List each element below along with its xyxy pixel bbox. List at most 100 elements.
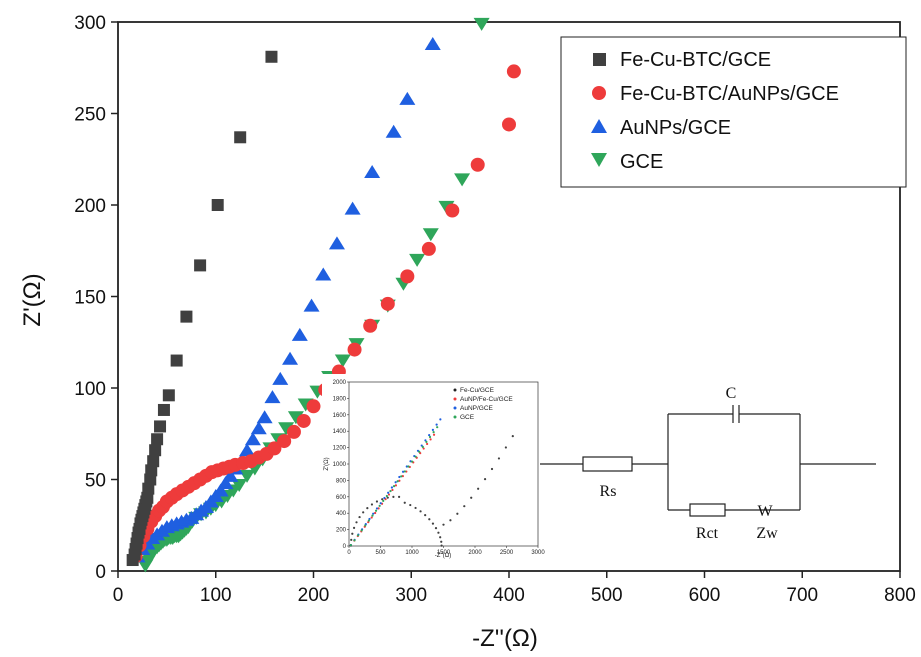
data-point: [399, 91, 416, 105]
inset-data-point: [470, 496, 473, 499]
y-tick-label: 0: [95, 562, 106, 583]
data-point: [306, 399, 321, 414]
data-point: [267, 441, 282, 456]
data-point: [380, 296, 395, 311]
data-point: [264, 390, 281, 404]
inset-data-point: [364, 524, 367, 527]
inset-data-point: [401, 475, 404, 478]
series-layer: [126, 17, 521, 573]
data-point: [194, 259, 207, 272]
data-point: [364, 165, 381, 179]
data-point: [400, 269, 415, 284]
y-tick-label: 50: [85, 471, 106, 492]
inset-data-point: [409, 503, 412, 507]
data-point: [347, 342, 362, 357]
data-point: [239, 469, 256, 483]
inset-y-tick-label: 600: [336, 495, 347, 501]
inset-data-point: [435, 423, 438, 426]
inset-legend-label-2: AuNP/Fe-Cu/GCE: [460, 396, 513, 403]
inset-data-point: [403, 470, 406, 473]
inset-x-tick-label: 1500: [437, 550, 451, 556]
inset-y-tick-label: 0: [343, 544, 347, 550]
inset-data-point: [456, 512, 459, 515]
data-point: [424, 36, 441, 50]
inset-data-point: [367, 519, 370, 522]
legend: Fe-Cu-BTC/GCE Fe-Cu-BTC/AuNPs/GCE AuNPs/…: [560, 36, 907, 188]
inset-data-point: [426, 442, 429, 446]
inset-data-point: [414, 455, 417, 458]
data-point: [421, 241, 436, 256]
inset-data-point: [366, 506, 369, 510]
inset-data-point: [410, 460, 414, 463]
data-point: [272, 371, 289, 385]
inset-legend-marker-2: [453, 397, 457, 401]
inset-data-point: [394, 484, 398, 487]
data-point: [149, 444, 162, 457]
inset-data-point: [378, 504, 381, 507]
y-axis-title: Z'(Ω): [19, 273, 46, 326]
inset-background: [322, 374, 540, 561]
x-axis-ticks: 0 100 200 300 400 500 600 700 800: [113, 571, 916, 606]
data-point: [385, 124, 402, 138]
circuit-label-c: C: [726, 385, 737, 402]
inset-data-point: [429, 438, 432, 441]
inset-data-point: [418, 450, 421, 453]
inset-data-point: [407, 465, 410, 468]
inset-data-point: [428, 433, 431, 437]
inset-data-point: [403, 501, 406, 504]
data-point: [502, 117, 516, 132]
data-point: [334, 354, 351, 368]
inset-data-point: [436, 426, 439, 429]
data-point: [250, 421, 267, 435]
circuit-label-zw: Zw: [756, 525, 778, 542]
inset-data-point: [353, 539, 356, 542]
data-point: [265, 50, 278, 63]
inset-data-point: [419, 510, 422, 513]
inset-x-tick-label: 500: [375, 550, 386, 556]
x-tick-label: 500: [591, 585, 623, 606]
series-fe-cu-btc-aunps-gce: [128, 64, 521, 564]
inset-x-tick-label: 2500: [500, 550, 514, 556]
legend-marker-circle: [592, 86, 606, 100]
inset-data-point: [440, 540, 443, 543]
legend-label-1: Fe-Cu-BTC/GCE: [620, 49, 771, 71]
inset-x-title: -Z''(Ω): [435, 553, 451, 559]
x-tick-label: 800: [884, 585, 916, 606]
inset-data-point: [428, 518, 431, 521]
legend-marker-triangle-down: [591, 153, 607, 167]
data-point: [147, 455, 160, 468]
x-tick-label: 400: [493, 585, 525, 606]
inset-data-point: [370, 503, 374, 506]
data-point: [445, 203, 460, 218]
inset-data-point: [432, 430, 435, 434]
legend-marker-triangle-up: [591, 119, 607, 133]
data-point: [282, 351, 299, 365]
inset-data-point: [368, 517, 371, 521]
inset-data-point: [396, 480, 399, 483]
inset-x-tick-label: 0: [347, 550, 351, 556]
inset-data-point: [421, 445, 424, 448]
inset-data-point: [379, 502, 382, 505]
legend-label-2: Fe-Cu-BTC/AuNPs/GCE: [620, 83, 839, 105]
inset-data-point: [442, 523, 445, 526]
inset-data-point: [439, 536, 442, 539]
data-point: [409, 253, 426, 267]
inset-data-point: [387, 493, 391, 496]
inset-data-point: [398, 479, 401, 482]
circuit-label-rs: Rs: [600, 483, 617, 500]
inset-data-point: [490, 467, 494, 471]
data-point: [422, 228, 439, 242]
data-point: [145, 464, 158, 477]
inset-chart: 0 500 1000 1500 2000 2500 3000 0 200 400 600 800 10…: [322, 374, 545, 561]
inset-data-point: [439, 418, 442, 421]
inset-legend-marker-3: [453, 406, 457, 410]
data-point: [170, 354, 183, 367]
x-tick-label: 700: [786, 585, 818, 606]
inset-y-tick-label: 2000: [333, 380, 347, 386]
inset-data-point: [375, 507, 379, 510]
data-point: [231, 478, 248, 492]
inset-legend-label-1: Fe-Cu/GCE: [460, 387, 495, 394]
inset-y-tick-label: 1600: [333, 413, 347, 419]
